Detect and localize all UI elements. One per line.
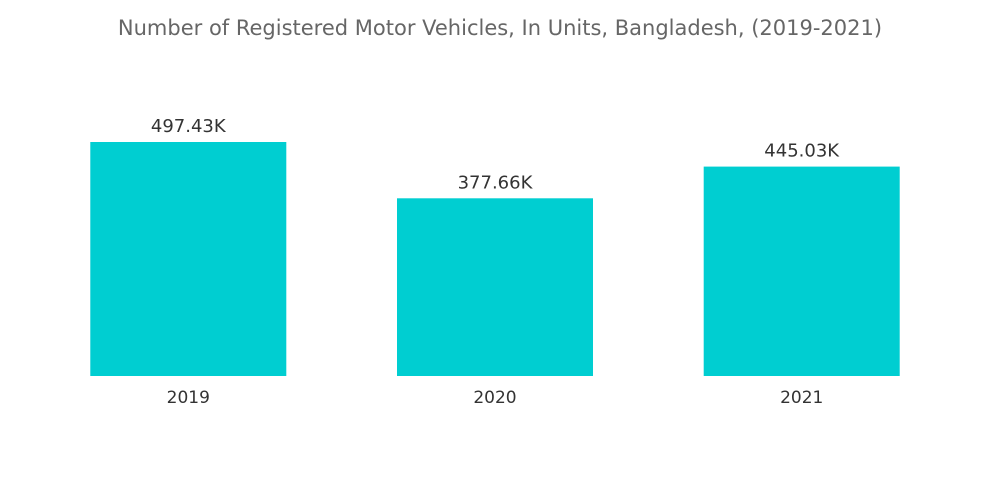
- data-label-2021: 445.03K: [764, 141, 840, 162]
- bar-2021: [703, 166, 900, 376]
- x-tick-label-2021: 2021: [780, 388, 823, 408]
- bar-2020: [397, 198, 593, 376]
- x-tick-label-2020: 2020: [473, 388, 516, 408]
- data-label-2019: 497.43K: [151, 116, 227, 137]
- chart-title: Number of Registered Motor Vehicles, In …: [117, 16, 883, 40]
- x-tick-label-2019: 2019: [167, 388, 210, 408]
- bar-2019: [90, 142, 287, 376]
- data-label-2020: 377.66K: [458, 172, 534, 193]
